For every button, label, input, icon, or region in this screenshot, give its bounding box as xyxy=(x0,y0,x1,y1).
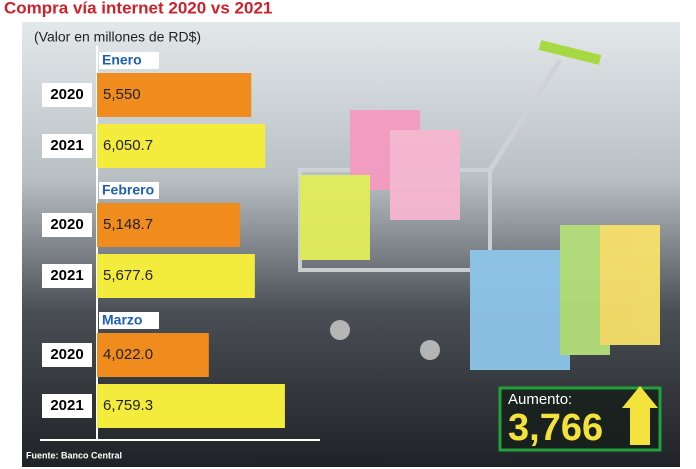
year-label-bg xyxy=(42,83,92,107)
month-label-bg xyxy=(99,312,159,329)
year-label-bg xyxy=(42,264,92,288)
year-label: 2021 xyxy=(50,137,83,154)
month-label: Marzo xyxy=(102,312,142,328)
cart-illustration xyxy=(298,40,660,370)
annotation-value: 3,766 xyxy=(508,407,603,449)
year-label: 2021 xyxy=(50,397,83,414)
value-label: 6,050.7 xyxy=(103,137,153,154)
month-label: Enero xyxy=(102,52,142,68)
up-arrow xyxy=(622,386,658,445)
bar xyxy=(97,203,241,247)
value-label: 5,550 xyxy=(103,86,141,103)
bar xyxy=(97,333,209,377)
month-label-bg xyxy=(99,52,159,69)
bar xyxy=(97,254,255,298)
bar xyxy=(97,124,266,168)
year-label: 2020 xyxy=(50,216,83,233)
year-label-bg xyxy=(42,213,92,237)
year-label-bg xyxy=(42,394,92,418)
bar xyxy=(97,73,252,117)
chart-subtitle: (Valor en millones de RD$) xyxy=(34,29,201,45)
year-label: 2020 xyxy=(50,346,83,363)
source: Fuente: Banco Central xyxy=(26,450,122,460)
month-label: Febrero xyxy=(102,182,154,198)
bar xyxy=(97,384,285,428)
year-label: 2020 xyxy=(50,86,83,103)
value-label: 5,677.6 xyxy=(103,267,153,284)
value-label: 4,022.0 xyxy=(103,346,153,363)
value-label: 5,148.7 xyxy=(103,216,153,233)
value-label: 6,759.3 xyxy=(103,397,153,414)
annotation-box: Aumento: 3,766 xyxy=(498,386,662,452)
year-label: 2021 xyxy=(50,267,83,284)
year-label-bg xyxy=(42,343,92,367)
annotation-text: Aumento: xyxy=(508,391,572,408)
year-label-bg xyxy=(42,134,92,158)
chart-title: Compra vía internet 2020 vs 2021 xyxy=(4,0,272,17)
month-label-bg xyxy=(99,182,159,199)
